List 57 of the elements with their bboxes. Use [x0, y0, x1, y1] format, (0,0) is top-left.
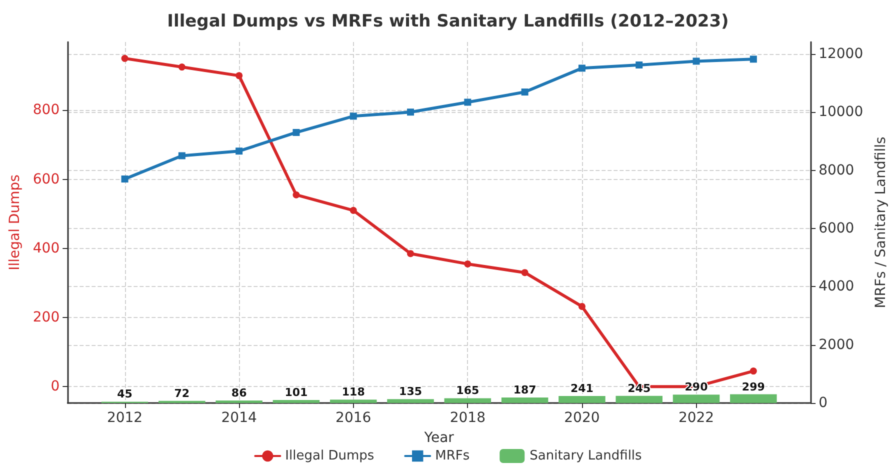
point	[750, 56, 757, 63]
y2-tick-label: 2000	[818, 336, 854, 353]
x-tick-label: 2020	[564, 410, 600, 426]
point	[178, 152, 186, 160]
y-tick-label: 400	[32, 240, 60, 256]
data-label: 101	[284, 386, 308, 400]
chart-title: Illegal Dumps vs MRFs with Sanitary Landfills (2012–2023)	[167, 12, 729, 32]
point	[350, 206, 357, 214]
data-label: 45	[117, 388, 132, 401]
x-tick-label: 2022	[678, 410, 714, 426]
y-tick-label: 200	[32, 310, 60, 326]
y2-tick-label: 12000	[818, 46, 864, 62]
point	[292, 191, 300, 198]
point	[236, 72, 243, 80]
point	[292, 128, 300, 136]
point	[750, 368, 757, 375]
x-tick-label: 2014	[221, 410, 257, 426]
point	[464, 260, 472, 268]
data-label: 86	[231, 386, 248, 400]
y2-tick-label: 10000	[818, 104, 864, 120]
y2-tick-label: 4000	[818, 278, 854, 295]
y2-tick-label: 0	[818, 395, 828, 411]
data-label: 118	[342, 386, 365, 399]
point	[407, 250, 414, 258]
point	[521, 88, 528, 96]
point	[464, 98, 472, 106]
point	[692, 58, 700, 65]
legend-label: MRFs	[435, 448, 470, 464]
point	[236, 148, 243, 155]
y2-tick-label: 6000	[818, 220, 854, 236]
data-label: 165	[456, 384, 480, 398]
point	[121, 54, 128, 62]
data-label: 72	[174, 386, 190, 400]
point	[178, 64, 186, 71]
y-axis-title: Illegal Dumps	[7, 174, 23, 270]
point	[578, 302, 586, 310]
x-tick-label: 2012	[106, 410, 143, 426]
point	[407, 108, 414, 116]
x-tick-label: 2016	[336, 410, 372, 426]
x-tick-label: 2018	[450, 410, 486, 426]
point	[121, 176, 128, 183]
point	[578, 64, 586, 72]
y2-axis-title: MRFs / Sanitary Landfills	[873, 136, 889, 308]
y-tick-label: 600	[32, 171, 60, 188]
y2-tick-label: 8000	[818, 162, 854, 178]
point	[350, 112, 357, 120]
data-label: 187	[513, 384, 536, 397]
data-label: 135	[399, 385, 422, 398]
legend-label: Illegal Dumps	[285, 448, 374, 464]
data-label: 299	[742, 380, 765, 394]
data-label: 241	[570, 382, 594, 395]
point	[636, 61, 643, 68]
y-tick-label: 800	[32, 102, 60, 118]
legend-label: Sanitary Landfills	[530, 448, 642, 464]
x-axis-title: Year	[423, 430, 454, 446]
point	[521, 269, 528, 276]
y-tick-label: 0	[50, 378, 60, 395]
